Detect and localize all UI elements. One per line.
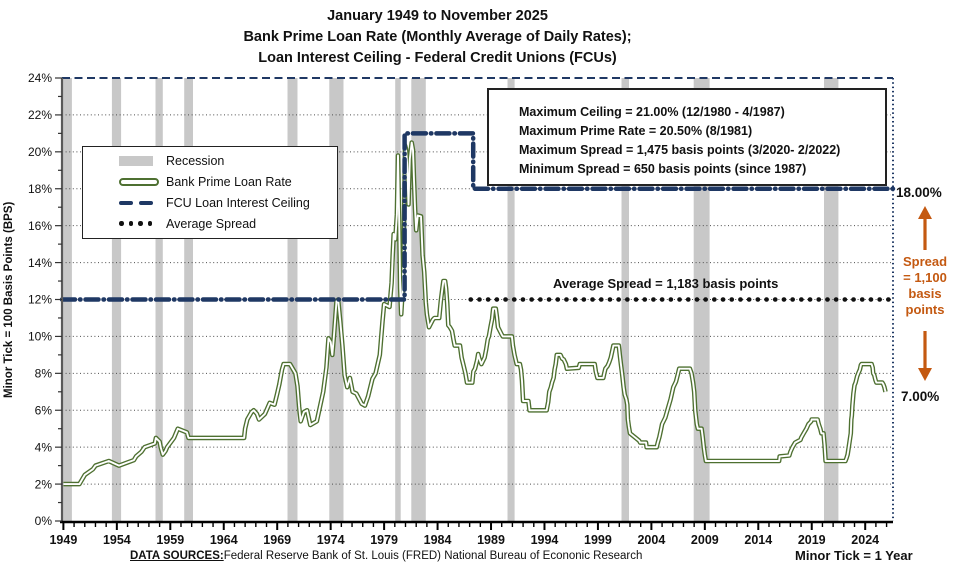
x-tick-label: 2019: [798, 533, 826, 547]
average-spread-swatch-icon: [119, 221, 159, 226]
prime-current-value: 7.00%: [901, 389, 940, 404]
y-tick-label: 14%: [28, 256, 52, 270]
chart-title: January 1949 to November 2025 Bank Prime…: [0, 6, 875, 69]
y-axis-title: Minor Tick = 100 Basis Points (BPS): [3, 201, 15, 399]
chart-title-line3: Loan Interest Ceiling - Federal Credit U…: [258, 50, 617, 66]
x-tick-label: 1954: [103, 533, 131, 547]
y-tick-label: 4%: [35, 440, 53, 454]
x-tick-label: 1994: [531, 533, 559, 547]
recession-swatch-icon: [119, 156, 159, 167]
y-tick-label: 8%: [35, 367, 53, 381]
y-tick-label: 2%: [35, 477, 53, 491]
legend-item-ceiling: FCU Loan Interest Ceiling: [119, 193, 337, 214]
x-tick-label: 1964: [210, 533, 238, 547]
spread-callout-line4: points: [905, 302, 945, 317]
x-tick-label: 1969: [263, 533, 291, 547]
max-prime-note: Maximum Prime Rate = 20.50% (8/1981): [519, 124, 753, 138]
max-spread-note: Maximum Spread = 1,475 basis points (3/2…: [519, 143, 841, 157]
y-tick-label: 6%: [35, 403, 53, 417]
x-tick-label: 1999: [584, 533, 612, 547]
x-tick-label: 1979: [370, 533, 398, 547]
x-tick-label: 1974: [317, 533, 345, 547]
data-sources-text: Federal Reserve Bank of St. Louis (FRED)…: [223, 550, 643, 562]
y-tick-label: 24%: [28, 71, 52, 85]
x-tick-label: 2009: [691, 533, 719, 547]
x-tick-label: 2024: [851, 533, 879, 547]
y-tick-label: 22%: [28, 108, 52, 122]
ceiling-swatch-icon: [119, 200, 159, 206]
y-tick-label: 0%: [35, 514, 53, 528]
x-tick-label: 1949: [49, 533, 77, 547]
y-tick-label: 16%: [28, 219, 52, 233]
max-ceiling-note: Maximum Ceiling = 21.00% (12/1980 - 4/19…: [519, 105, 785, 119]
legend-label: FCU Loan Interest Ceiling: [166, 195, 310, 210]
average-spread-label: Average Spread = 1,183 basis points: [553, 276, 779, 291]
x-axis-minor-tick-note: Minor Tick = 1 Year: [795, 548, 913, 563]
chart-title-line1: January 1949 to November 2025: [327, 8, 548, 24]
legend-item-average-spread: Average Spread: [119, 213, 337, 234]
down-arrow-icon: [918, 331, 932, 381]
spread-callout-line2: = 1,100: [903, 270, 947, 285]
data-sources-label: DATA SOURCES:: [130, 550, 224, 562]
y-tick-label: 20%: [28, 145, 52, 159]
legend-label: Recession: [166, 154, 225, 169]
legend-item-prime-rate: Bank Prime Loan Rate: [119, 172, 337, 193]
x-tick-label: 1959: [156, 533, 184, 547]
x-tick-label: 1984: [424, 533, 452, 547]
y-tick-label: 18%: [28, 182, 52, 196]
stats-annotation-box: Maximum Ceiling = 21.00% (12/1980 - 4/19…: [487, 88, 887, 186]
y-tick-label: 10%: [28, 330, 52, 344]
y-tick-label: 12%: [28, 293, 52, 307]
min-spread-note: Minimum Spread = 650 basis points (since…: [519, 162, 807, 176]
spread-callout-line1: Spread: [902, 254, 948, 269]
prime-rate-swatch-icon: [119, 178, 159, 187]
prime-rate-line-core: [63, 141, 887, 486]
legend-label: Average Spread: [166, 216, 257, 231]
x-tick-label: 1989: [477, 533, 505, 547]
legend-item-recession: Recession: [119, 151, 337, 172]
data-sources-note: DATA SOURCES:Federal Reserve Bank of St.…: [130, 550, 642, 562]
fcu-ceiling-line: [59, 131, 896, 302]
x-tick-label: 2014: [744, 533, 772, 547]
ceiling-current-value: 18.00%: [896, 185, 942, 200]
up-arrow-icon: [918, 206, 932, 250]
chart-title-line2: Bank Prime Loan Rate (Monthly Average of…: [243, 29, 632, 45]
recession-band: [507, 78, 515, 521]
spread-callout: Spread = 1,100 basis points: [889, 254, 961, 318]
legend: Recession Bank Prime Loan Rate FCU Loan …: [82, 146, 338, 239]
legend-label: Bank Prime Loan Rate: [166, 175, 292, 190]
x-tick-label: 2004: [637, 533, 665, 547]
spread-callout-line3: basis: [908, 286, 942, 301]
